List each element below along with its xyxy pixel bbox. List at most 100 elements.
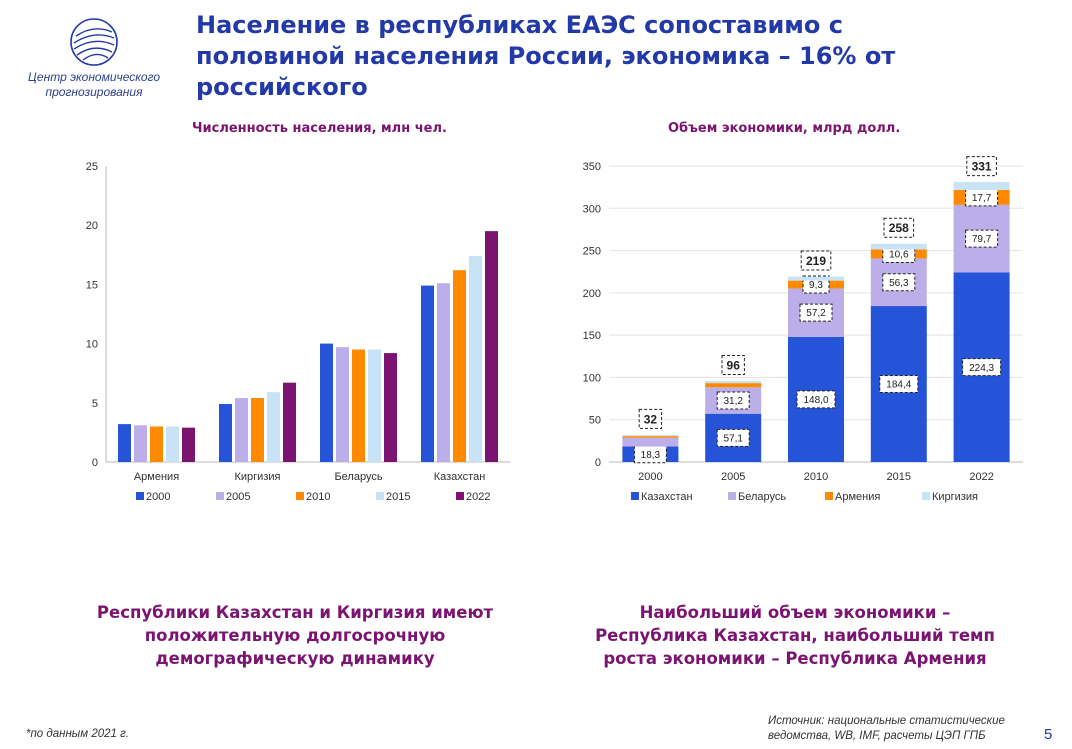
bar xyxy=(166,426,179,462)
y-tick-label: 5 xyxy=(92,398,98,410)
legend-swatch xyxy=(922,492,930,500)
page-title: Население в республиках ЕАЭС сопоставимо… xyxy=(196,10,1056,103)
right-summary-line1: Наибольший объем экономики – xyxy=(639,603,951,622)
y-tick-label: 25 xyxy=(86,161,98,173)
x-tick-label: Казахстан xyxy=(434,471,486,483)
data-label-box xyxy=(799,303,833,322)
x-tick-label: Киргизия xyxy=(235,471,281,483)
data-label: 224,3 xyxy=(969,363,994,374)
y-tick-label: 0 xyxy=(92,457,98,469)
stacked-bar-segment xyxy=(953,182,1010,190)
bar xyxy=(384,353,397,462)
bar xyxy=(485,231,498,462)
bar xyxy=(320,343,333,462)
logo-text-line2: прогнозирования xyxy=(45,85,143,99)
stacked-bar-segment xyxy=(622,437,679,447)
legend-label: Беларусь xyxy=(738,491,786,503)
page-title-line3: российского xyxy=(196,73,368,101)
total-label: 331 xyxy=(972,159,992,173)
total-label-box xyxy=(966,156,997,177)
x-tick-label: 2010 xyxy=(804,471,828,483)
data-label: 57,1 xyxy=(723,433,743,444)
data-label: 57,2 xyxy=(806,308,826,319)
logo: Центр экономического прогнозирования xyxy=(14,16,174,100)
x-tick-label: Беларусь xyxy=(334,471,382,483)
y-tick-label: 150 xyxy=(583,330,601,342)
legend-label: Армения xyxy=(835,491,880,503)
total-label: 32 xyxy=(644,412,658,426)
data-label: 184,4 xyxy=(886,380,911,391)
legend-swatch xyxy=(216,492,224,500)
economy-chart: 0 50 100 150 200 250 300 350 18,3 32 2000 57,1 31,2 9… xyxy=(565,148,1035,522)
left-summary-line3: демографическую динамику xyxy=(155,649,435,668)
y-tick-label: 200 xyxy=(583,288,601,300)
y-tick-label: 15 xyxy=(86,279,98,291)
data-label-box xyxy=(716,391,750,410)
page-title-line1: Население в республиках ЕАЭС сопоставимо… xyxy=(196,11,843,39)
legend-swatch xyxy=(136,492,144,500)
right-summary: Наибольший объем экономики – Республика … xyxy=(560,601,1030,670)
bar xyxy=(251,398,264,462)
bar xyxy=(118,424,131,462)
data-label-box xyxy=(962,358,1002,377)
data-label-box xyxy=(882,273,916,292)
legend-swatch xyxy=(456,492,464,500)
data-label: 148,0 xyxy=(803,395,828,406)
bar xyxy=(469,255,482,462)
bar xyxy=(150,426,163,462)
y-tick-label: 300 xyxy=(583,203,601,215)
data-label: 56,3 xyxy=(889,278,909,289)
economy-chart-svg: 0 50 100 150 200 250 300 350 18,3 32 2000 57,1 31,2 9… xyxy=(583,156,1023,503)
legend-swatch xyxy=(728,492,736,500)
stacked-bar-segment xyxy=(705,383,762,388)
data-label: 10,6 xyxy=(889,250,909,261)
stacked-bar-segment xyxy=(705,380,762,384)
source-note: Источник: национальные статистические ве… xyxy=(768,714,1018,744)
logo-text-line1: Центр экономического xyxy=(27,70,161,84)
source-line2: ведомства, WB, IMF, расчеты ЦЭП ГПБ xyxy=(768,730,986,742)
total-label-box xyxy=(800,250,832,271)
x-tick-label: 2015 xyxy=(887,471,911,483)
stacked-bar-segment xyxy=(788,276,844,281)
bar xyxy=(235,398,248,462)
stacked-bar-segment xyxy=(622,436,679,438)
data-label-box xyxy=(716,428,750,447)
data-label: 79,7 xyxy=(972,234,992,245)
bar xyxy=(421,285,434,462)
stacked-bar-segment xyxy=(622,434,679,437)
legend-label: Киргизия xyxy=(932,491,978,503)
total-label-box xyxy=(638,408,663,429)
data-label-box xyxy=(965,229,999,248)
bar xyxy=(368,349,381,462)
data-label: 9,3 xyxy=(809,280,823,291)
x-tick-label: 2000 xyxy=(638,471,662,483)
y-tick-label: 10 xyxy=(86,339,98,351)
legend-swatch xyxy=(631,492,639,500)
legend-label: 2022 xyxy=(466,491,490,503)
bar xyxy=(352,349,365,462)
page-number: 5 xyxy=(1044,726,1053,743)
population-chart-svg: 0 5 10 15 20 25 Армения Киргизия Беларусь Казахст… xyxy=(86,161,510,503)
data-label-box xyxy=(796,390,836,409)
total-label: 219 xyxy=(806,254,826,268)
globe-logo-icon xyxy=(70,18,118,66)
bar xyxy=(336,347,349,462)
x-tick-label: Армения xyxy=(134,471,179,483)
legend-swatch xyxy=(376,492,384,500)
y-tick-label: 350 xyxy=(583,161,601,173)
bar xyxy=(267,392,280,462)
left-summary-line1: Республики Казахстан и Киргизия имеют xyxy=(96,603,494,622)
population-chart-title: Численность населения, млн чел. xyxy=(192,121,447,136)
data-label: 31,2 xyxy=(723,396,743,407)
y-tick-label: 250 xyxy=(583,246,601,258)
left-summary-line2: положительную долгосрочную xyxy=(144,626,446,645)
total-label-box xyxy=(883,217,915,238)
total-label: 258 xyxy=(889,221,909,235)
page-title-line2: половиной населения России, экономика – … xyxy=(196,42,896,70)
data-label: 18,3 xyxy=(641,450,661,461)
legend-swatch xyxy=(825,492,833,500)
legend-label: 2010 xyxy=(306,491,330,503)
left-summary: Республики Казахстан и Киргизия имеют по… xyxy=(60,601,530,670)
stacked-bar-segment xyxy=(870,243,927,250)
bar xyxy=(283,382,296,462)
